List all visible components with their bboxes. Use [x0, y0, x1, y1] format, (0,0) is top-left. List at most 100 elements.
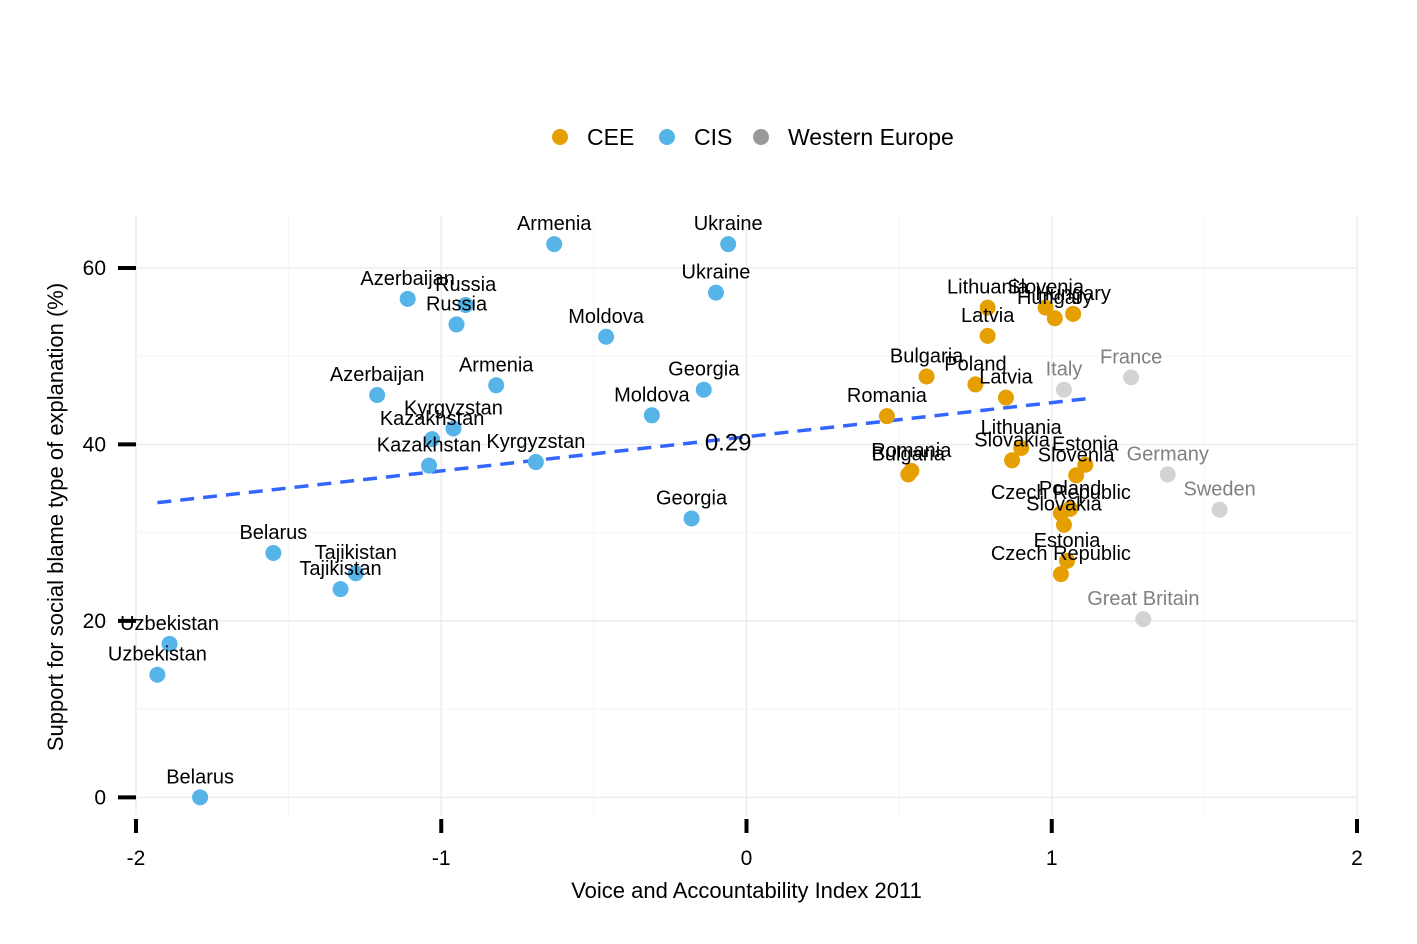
point-label: Ukraine: [682, 262, 751, 284]
data-point: [1013, 439, 1030, 456]
data-point: [527, 454, 544, 471]
y-tick-label: 60: [83, 257, 106, 280]
point-label: Bulgaria: [872, 443, 946, 465]
data-point: [1055, 381, 1072, 398]
point-label: Hungary: [1035, 283, 1111, 305]
data-point: [1046, 310, 1063, 327]
point-label: Tajikistan: [315, 542, 397, 564]
data-point: [347, 565, 364, 582]
legend-key: [753, 129, 769, 145]
data-point: [918, 368, 935, 385]
data-point: [598, 328, 615, 345]
point-label: Great Britain: [1087, 588, 1199, 610]
point-label: Georgia: [668, 359, 740, 381]
data-point: [445, 420, 462, 437]
point-label: Tajikistan: [299, 558, 381, 580]
point-label: Lithuania: [981, 417, 1063, 439]
data-point: [1211, 501, 1228, 518]
data-point: [1135, 611, 1152, 628]
data-point: [332, 581, 349, 598]
legend-key: [552, 129, 568, 145]
data-point: [1123, 369, 1140, 386]
point-label: Bulgaria: [890, 345, 964, 367]
points-layer: [149, 236, 1228, 806]
point-label: Armenia: [459, 354, 534, 376]
legend-label: Western Europe: [788, 124, 954, 150]
y-axis-title: Support for social blame type of explana…: [43, 283, 68, 751]
point-label: Kazakhstan: [380, 408, 485, 430]
data-point: [161, 635, 178, 652]
point-label: Czech Republic: [991, 482, 1131, 504]
data-point: [900, 466, 917, 483]
point-label: Armenia: [517, 213, 592, 235]
data-point: [424, 431, 441, 448]
data-point: [967, 376, 984, 393]
y-tick-label: 20: [83, 610, 106, 633]
data-point: [1077, 456, 1094, 473]
data-point: [1059, 552, 1076, 569]
data-point: [1004, 452, 1021, 469]
point-label: Kazakhstan: [377, 435, 482, 457]
point-label: Azerbaijan: [360, 268, 455, 290]
legend: CEE CIS Western Europe: [552, 124, 954, 150]
point-labels-layer: LithuaniaSloveniaHungaryHungaryLatviaBul…: [108, 213, 1256, 788]
data-point: [448, 316, 465, 333]
data-point: [720, 236, 737, 253]
point-label: Hungary: [1017, 287, 1093, 309]
point-label: Latvia: [979, 367, 1033, 389]
point-label: Ukraine: [694, 213, 763, 235]
data-point: [1062, 500, 1079, 517]
correlation-annotation: 0.29: [705, 430, 752, 457]
point-label: Belarus: [239, 522, 307, 544]
x-tick-label: -1: [432, 847, 451, 870]
point-label: Uzbekistan: [120, 613, 219, 635]
data-point: [421, 457, 438, 474]
point-label: Moldova: [614, 384, 690, 406]
point-label: Lithuania: [947, 277, 1029, 299]
point-label: Slovenia: [1007, 277, 1085, 299]
x-tick-label: 1: [1046, 847, 1058, 870]
point-label: Russia: [426, 293, 488, 315]
x-tick-label: -2: [127, 847, 146, 870]
point-label: Moldova: [568, 306, 644, 328]
point-label: Kyrgyzstan: [486, 431, 585, 453]
point-label: Poland: [1039, 478, 1101, 500]
x-tick-label: 0: [741, 847, 753, 870]
point-label: Georgia: [656, 488, 728, 510]
x-tick-label: 2: [1351, 847, 1363, 870]
data-point: [369, 387, 386, 403]
data-point: [695, 381, 712, 398]
data-point: [979, 299, 996, 316]
point-label: Romania: [871, 440, 952, 462]
point-label: Azerbaijan: [330, 364, 425, 386]
point-label: Poland: [944, 353, 1006, 375]
point-label: Kyrgyzstan: [404, 398, 503, 420]
point-label: Estonia: [1034, 530, 1102, 552]
point-label: Slovakia: [1026, 494, 1102, 516]
data-point: [149, 666, 166, 683]
point-label: Czech Republic: [991, 543, 1131, 565]
trendline: [157, 396, 1089, 505]
data-point: [707, 284, 724, 301]
point-label: Belarus: [166, 766, 234, 788]
point-label: Russia: [435, 274, 497, 296]
grid: [135, 215, 1358, 815]
y-tick-label: 40: [83, 433, 106, 456]
point-label: Slovakia: [974, 429, 1050, 451]
legend-label: CIS: [694, 124, 732, 150]
data-point: [1055, 516, 1072, 533]
data-point: [643, 407, 660, 424]
point-label: Italy: [1046, 359, 1083, 381]
data-point: [997, 389, 1014, 406]
point-label: Romania: [847, 385, 928, 407]
data-point: [1065, 305, 1082, 322]
legend-key: [659, 129, 675, 145]
point-label: Latvia: [961, 305, 1015, 327]
data-point: [1037, 299, 1054, 316]
data-point: [457, 297, 474, 313]
x-axis-title: Voice and Accountability Index 2011: [571, 878, 922, 903]
point-label: Estonia: [1052, 434, 1120, 456]
